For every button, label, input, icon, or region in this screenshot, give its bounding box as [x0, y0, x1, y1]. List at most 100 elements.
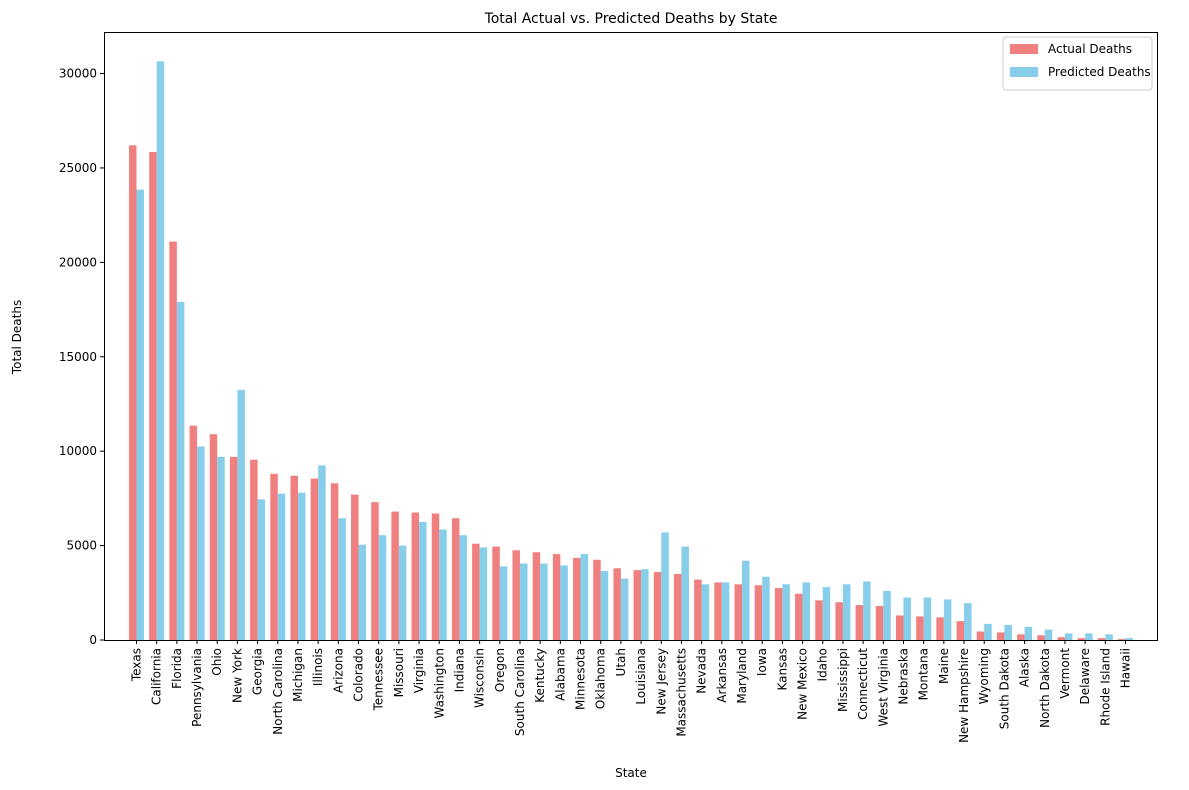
- bar-predicted: [277, 493, 286, 640]
- bar-actual: [1118, 639, 1126, 640]
- x-axis-ticks: Texas California Florida Pennsylvania Ohio Ne…: [130, 640, 1133, 743]
- x-tick-label: Rhode Island: [1098, 648, 1112, 726]
- bar-predicted: [842, 584, 851, 640]
- bar-actual: [633, 570, 642, 640]
- bar-actual: [956, 621, 965, 640]
- bar-actual: [532, 552, 541, 640]
- bar-predicted: [802, 582, 811, 640]
- bar-predicted: [903, 597, 911, 640]
- x-tick-label: Alabama: [553, 648, 567, 701]
- bar-predicted: [762, 576, 770, 640]
- x-tick-label: Delaware: [1078, 648, 1092, 705]
- bar-predicted: [419, 521, 427, 640]
- x-tick-label: Missouri: [392, 648, 406, 697]
- bar-predicted: [681, 546, 689, 640]
- x-tick-label: Michigan: [291, 648, 305, 702]
- bar-predicted: [701, 584, 710, 640]
- y-tick-label: 10000: [59, 444, 97, 458]
- bar-actual: [774, 588, 783, 640]
- bar-actual: [451, 518, 460, 640]
- bar-predicted: [964, 603, 972, 640]
- bar-predicted: [721, 582, 730, 640]
- bar-actual: [815, 600, 823, 640]
- bar-predicted: [1064, 633, 1073, 640]
- bar-actual: [431, 513, 440, 640]
- legend-box: [1002, 36, 1153, 91]
- bar-predicted: [1085, 633, 1093, 640]
- bar-predicted: [217, 456, 225, 640]
- bar-predicted: [176, 302, 185, 640]
- y-tick-label: 5000: [66, 539, 97, 553]
- bar-predicted: [459, 535, 467, 640]
- bar-predicted: [378, 535, 387, 640]
- x-tick-label: Connecticut: [856, 648, 870, 720]
- x-tick-label: Mississippi: [836, 648, 850, 712]
- bar-predicted: [1044, 629, 1053, 640]
- x-tick-label: South Dakota: [997, 648, 1011, 729]
- bar-actual: [714, 582, 722, 640]
- x-tick-label: Oklahoma: [594, 648, 608, 709]
- bar-actual: [754, 585, 763, 640]
- x-tick-label: North Dakota: [1038, 648, 1052, 728]
- bar-actual: [371, 502, 379, 640]
- x-tick-label: Minnesota: [574, 648, 588, 710]
- bar-predicted: [398, 545, 407, 640]
- y-tick-label: 20000: [59, 255, 97, 269]
- x-tick-label: Ohio: [210, 648, 224, 676]
- x-tick-label: Louisiana: [634, 648, 648, 705]
- bar-predicted: [1125, 638, 1133, 640]
- x-tick-label: South Carolina: [513, 648, 527, 736]
- x-tick-label: Arkansas: [715, 648, 729, 703]
- x-tick-label: Georgia: [251, 648, 265, 695]
- x-tick-label: Indiana: [452, 648, 466, 692]
- bar-actual: [129, 145, 137, 640]
- x-tick-label: Vermont: [1058, 648, 1072, 699]
- bar-actual: [1057, 637, 1065, 640]
- bar-predicted: [197, 446, 205, 640]
- x-tick-label: Maryland: [735, 648, 749, 704]
- x-tick-label: Nevada: [695, 648, 709, 694]
- bar-actual: [391, 511, 399, 640]
- x-tick-label: Idaho: [816, 648, 830, 681]
- bar-actual: [512, 550, 520, 640]
- bar-predicted: [883, 590, 891, 640]
- bar-actual: [149, 151, 157, 640]
- x-tick-label: Wyoming: [977, 648, 991, 704]
- x-tick-label: Wisconsin: [473, 648, 487, 708]
- x-tick-label: Washington: [432, 648, 446, 719]
- bar-predicted: [136, 189, 144, 640]
- bar-actual: [270, 473, 278, 640]
- bar-actual: [1097, 638, 1106, 640]
- bar-actual: [653, 572, 662, 640]
- bar-predicted: [984, 623, 992, 640]
- x-tick-label: Florida: [170, 648, 184, 689]
- bar-predicted: [358, 544, 367, 640]
- legend-label-predicted: Predicted Deaths: [1048, 65, 1151, 79]
- bar-predicted: [782, 584, 790, 640]
- x-tick-label: Utah: [614, 648, 628, 676]
- bar-predicted: [923, 597, 932, 640]
- x-tick-label: Oregon: [493, 648, 507, 692]
- legend-label-actual: Actual Deaths: [1048, 42, 1132, 56]
- x-tick-label: Hawaii: [1119, 648, 1133, 688]
- bar-predicted: [560, 565, 568, 640]
- x-tick-label: Virginia: [412, 648, 426, 693]
- y-tick-label: 30000: [59, 67, 97, 81]
- x-tick-label: Colorado: [352, 648, 366, 702]
- bar-actual: [189, 425, 198, 640]
- bar-predicted: [540, 563, 548, 640]
- x-tick-label: Kansas: [775, 648, 789, 690]
- bar-predicted: [257, 499, 266, 640]
- legend-swatch-predicted: [1010, 67, 1038, 77]
- bar-actual: [613, 568, 621, 640]
- x-tick-label: Iowa: [755, 648, 769, 676]
- x-tick-label: Maine: [937, 648, 951, 684]
- bar-predicted: [661, 532, 669, 640]
- bar-predicted: [499, 566, 508, 640]
- y-tick-label: 0: [89, 633, 97, 647]
- x-tick-label: New Hampshire: [957, 648, 971, 743]
- x-tick-label: Tennessee: [372, 648, 386, 712]
- bar-actual: [673, 573, 682, 640]
- bar-actual: [411, 512, 420, 640]
- x-tick-label: Massachusetts: [674, 648, 688, 737]
